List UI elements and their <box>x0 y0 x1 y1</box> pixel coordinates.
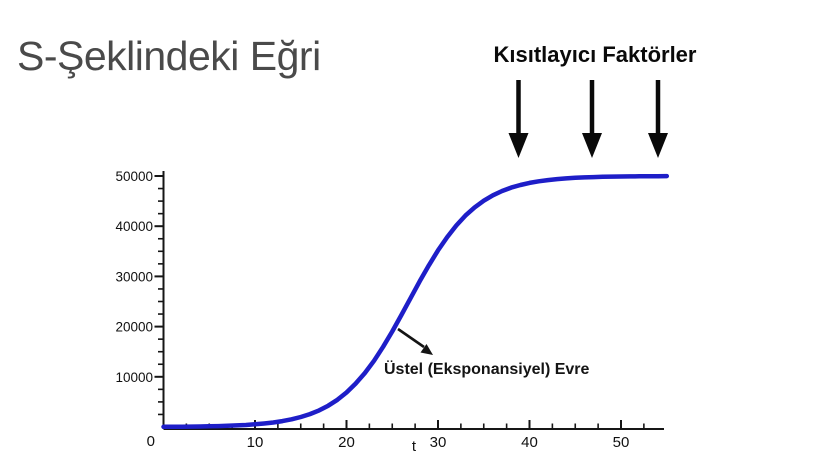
x-tick-label: 50 <box>613 434 630 451</box>
page-title: S-Şeklindeki Eğri <box>17 33 321 79</box>
axis-tick-labels: 10 20 30 40 50 10000 20000 30000 40000 50000 0 t <box>115 169 629 455</box>
limiting-factor-arrow-head <box>648 133 668 158</box>
limiting-factor-arrow-head <box>582 133 602 158</box>
exponential-phase-label: Üstel (Eksponansiyel) Evre <box>384 361 590 378</box>
annotation-arrow-head <box>420 344 433 355</box>
limiting-factor-arrows <box>508 80 668 158</box>
annotation-arrow-shaft <box>397 327 425 349</box>
logistic-curve-line <box>161 173 670 430</box>
x-axis-title: t <box>412 438 417 455</box>
x-tick-label: 20 <box>338 434 355 451</box>
origin-label: 0 <box>147 433 155 450</box>
y-tick-label: 20000 <box>115 320 153 335</box>
x-tick-label: 40 <box>521 434 538 451</box>
y-tick-label: 10000 <box>115 370 153 385</box>
chart-axes <box>154 171 664 430</box>
growth-curve <box>161 173 670 430</box>
y-tick-label: 30000 <box>115 269 153 284</box>
y-tick-label: 50000 <box>115 169 153 184</box>
annotation-arrow <box>397 327 433 355</box>
x-tick-label: 30 <box>430 434 447 451</box>
y-tick-label: 40000 <box>115 219 153 234</box>
limiting-factors-label: Kısıtlayıcı Faktörler <box>493 42 697 67</box>
limiting-factor-arrow-head <box>508 133 529 158</box>
x-tick-label: 10 <box>247 434 264 451</box>
